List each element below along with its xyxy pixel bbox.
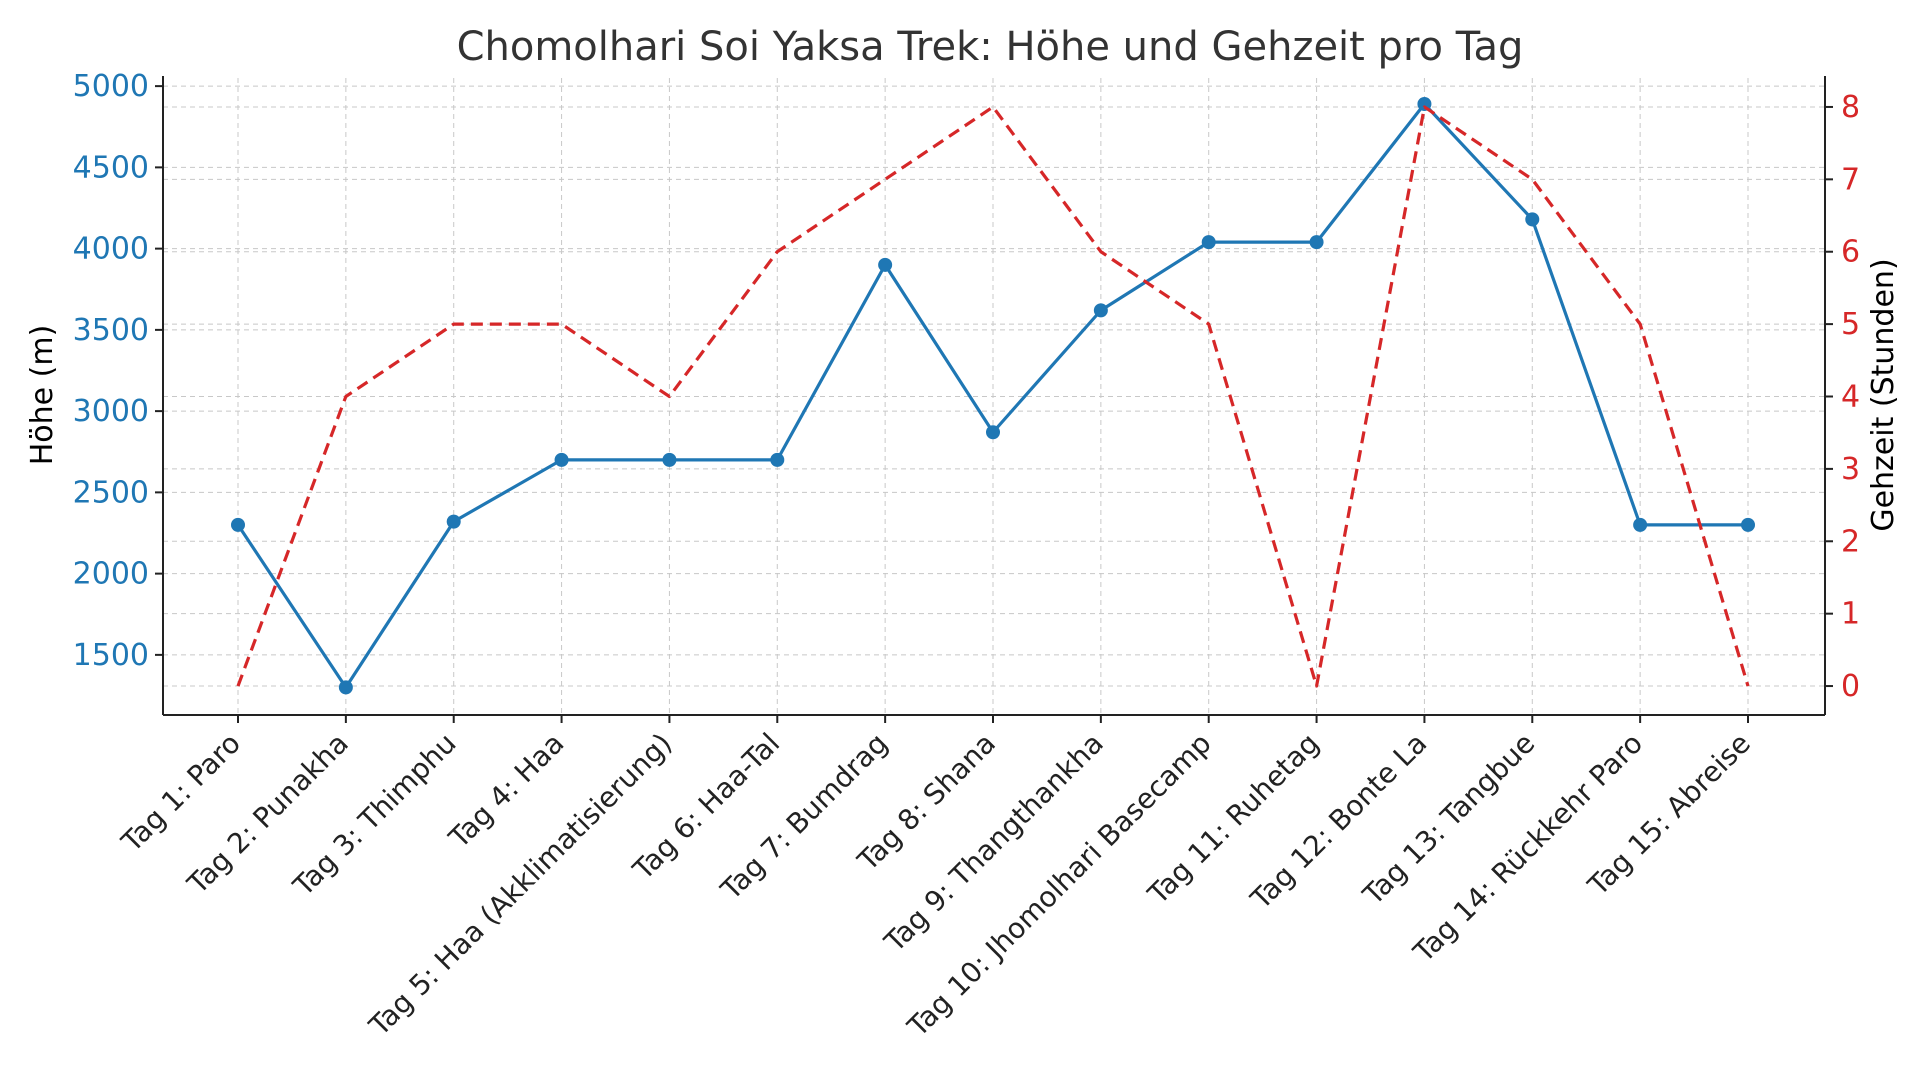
y-right-tick-label: 8 (1841, 90, 1860, 125)
data-point-hoehe (662, 452, 677, 467)
series-layer (231, 97, 1755, 695)
data-point-hoehe (338, 680, 353, 695)
y-left-tick-label: 3500 (73, 313, 149, 348)
y-right-tick-label: 6 (1841, 235, 1860, 270)
y-left-tick-label: 4000 (73, 232, 149, 267)
series-line-gehzeit (236, 105, 1750, 688)
y-axis-right-label: Gehzeit (Stunden) (1866, 258, 1901, 531)
data-point-hoehe (986, 425, 1000, 440)
data-point-hoehe (1633, 517, 1648, 532)
data-point-hoehe (554, 452, 569, 467)
data-point-hoehe (1201, 235, 1216, 250)
y-right-tick-label: 3 (1841, 452, 1860, 487)
data-point-hoehe (878, 257, 893, 272)
y-right-tick-label: 0 (1841, 669, 1860, 704)
grid-layer (163, 78, 1825, 715)
y-left-tick-label: 4500 (73, 150, 149, 185)
data-point-hoehe (1309, 235, 1324, 250)
chart-title: Chomolhari Soi Yaksa Trek: Höhe und Gehz… (457, 24, 1524, 70)
y-right-tick-label: 1 (1841, 597, 1860, 632)
y-axis-left-label: Höhe (m) (25, 325, 60, 466)
data-point-hoehe (770, 452, 785, 467)
ticks-layer: 1500 2000 2500 3000 3500 4000 4500 5000 0 1 2 3 4 5 6 7… (73, 69, 1860, 1044)
y-left-tick-label: 3000 (73, 394, 149, 429)
y-left-tick-label: 2000 (73, 557, 149, 592)
y-right-tick-label: 2 (1841, 524, 1860, 559)
data-point-hoehe (1741, 517, 1755, 532)
y-left-tick-label: 2500 (73, 475, 149, 510)
data-point-hoehe (446, 514, 461, 529)
y-right-tick-label: 5 (1841, 307, 1860, 342)
y-right-tick-label: 7 (1841, 162, 1860, 197)
data-point-hoehe (1093, 303, 1108, 318)
x-tick-label: Tag 9: Thangthankha (877, 727, 1109, 959)
x-tick-label: Tag 12: Bonte La (1244, 727, 1434, 917)
y-left-tick-label: 5000 (73, 69, 149, 104)
y-left-tick-label: 1500 (73, 638, 149, 673)
data-point-hoehe (1525, 212, 1540, 227)
data-point-hoehe (231, 517, 245, 532)
axes-layer (162, 76, 1826, 716)
y-right-tick-label: 4 (1841, 380, 1860, 415)
